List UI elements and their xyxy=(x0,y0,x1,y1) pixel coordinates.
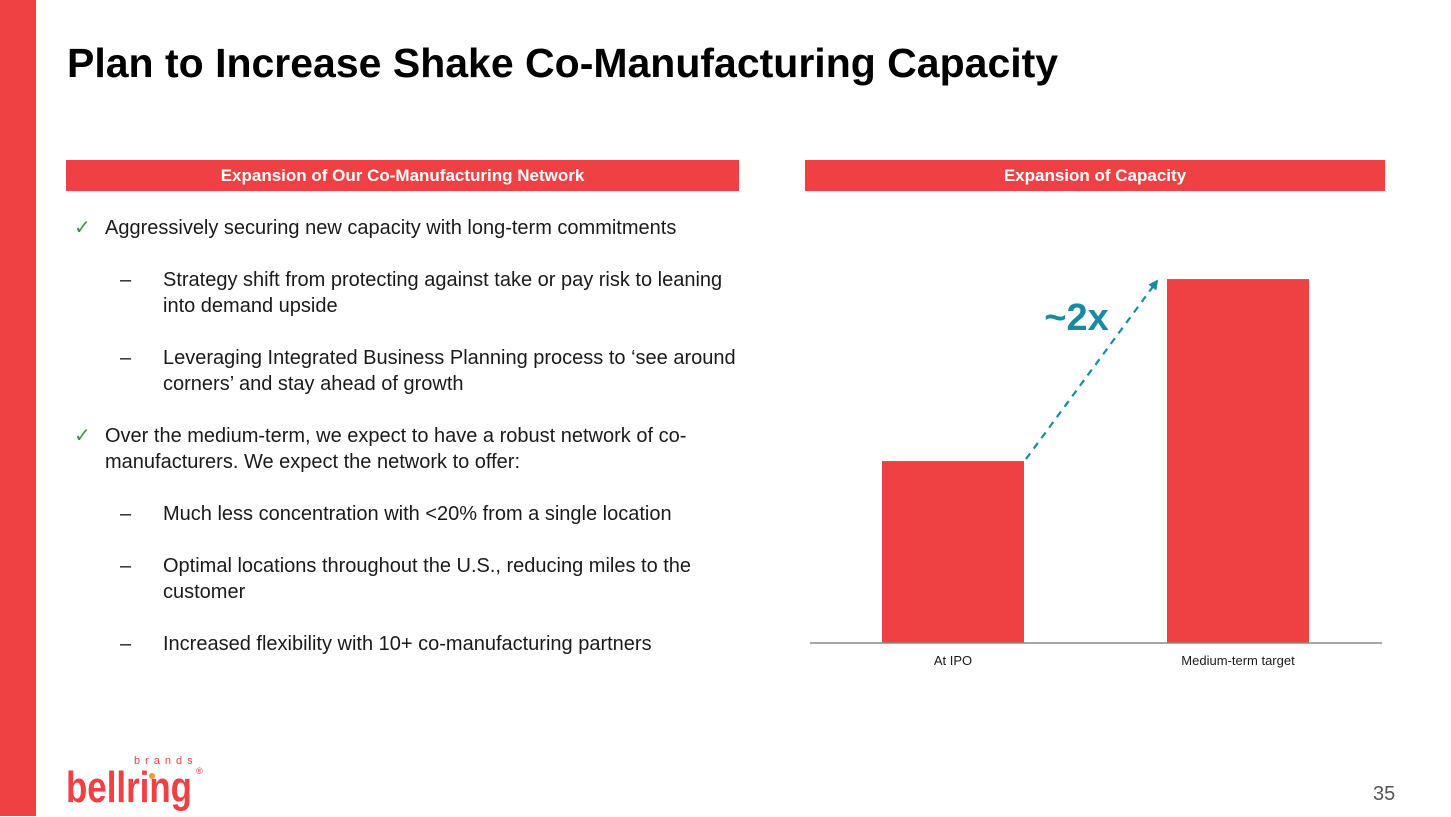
bullet-sub-text: Leveraging Integrated Business Planning … xyxy=(163,347,736,395)
bullet-main: ✓ Aggressively securing new capacity wit… xyxy=(70,215,740,241)
bullet-list: ✓ Aggressively securing new capacity wit… xyxy=(70,215,740,657)
bullet-sub: – Much less concentration with <20% from… xyxy=(70,501,740,527)
growth-arrow xyxy=(1025,279,1159,460)
bullet-sub-text: Much less concentration with <20% from a… xyxy=(163,503,672,525)
logo-wordmark: bellring xyxy=(66,763,192,812)
checkmark-icon: ✓ xyxy=(74,217,91,239)
left-section-header: Expansion of Our Co-Manufacturing Networ… xyxy=(66,160,739,191)
bullet-sub-text: Increased flexibility with 10+ co-manufa… xyxy=(163,633,652,655)
bullet-text: Aggressively securing new capacity with … xyxy=(105,217,677,239)
bullet-sub-text: Optimal locations throughout the U.S., r… xyxy=(163,555,692,603)
dash-icon: – xyxy=(120,555,132,577)
logo-subtitle: brands xyxy=(134,755,198,767)
dash-icon: – xyxy=(120,633,132,655)
right-section-header: Expansion of Capacity xyxy=(805,160,1385,191)
bullet-sub: – Leveraging Integrated Business Plannin… xyxy=(70,345,740,397)
checkmark-icon: ✓ xyxy=(74,425,91,447)
left-accent-bar xyxy=(0,0,36,816)
x-tick-label: At IPO xyxy=(934,653,972,668)
dash-icon: – xyxy=(120,503,132,525)
bar-medium-term-target xyxy=(1167,279,1309,643)
bullet-sub: – Optimal locations throughout the U.S.,… xyxy=(70,553,740,605)
dash-icon: – xyxy=(120,269,132,291)
bullet-main: ✓ Over the medium-term, we expect to hav… xyxy=(70,423,740,475)
bullet-sub-text: Strategy shift from protecting against t… xyxy=(163,269,723,317)
dash-icon: – xyxy=(120,347,132,369)
logo-accent-dot xyxy=(149,773,155,779)
x-tick-label: Medium-term target xyxy=(1181,653,1295,668)
registered-mark: ® xyxy=(196,766,203,776)
bar-at-ipo xyxy=(882,461,1024,643)
growth-annotation: ~2x xyxy=(1044,297,1108,339)
bullet-sub: – Strategy shift from protecting against… xyxy=(70,267,740,319)
bullet-text: Over the medium-term, we expect to have … xyxy=(105,425,687,473)
page-number: 35 xyxy=(1373,783,1396,805)
bellring-logo: brands bellring ® xyxy=(64,752,224,817)
page-title: Plan to Increase Shake Co-Manufacturing … xyxy=(67,40,1059,86)
bullet-sub: – Increased flexibility with 10+ co-manu… xyxy=(70,631,740,657)
capacity-chart: At IPO Medium-term target ~2x xyxy=(810,279,1382,668)
